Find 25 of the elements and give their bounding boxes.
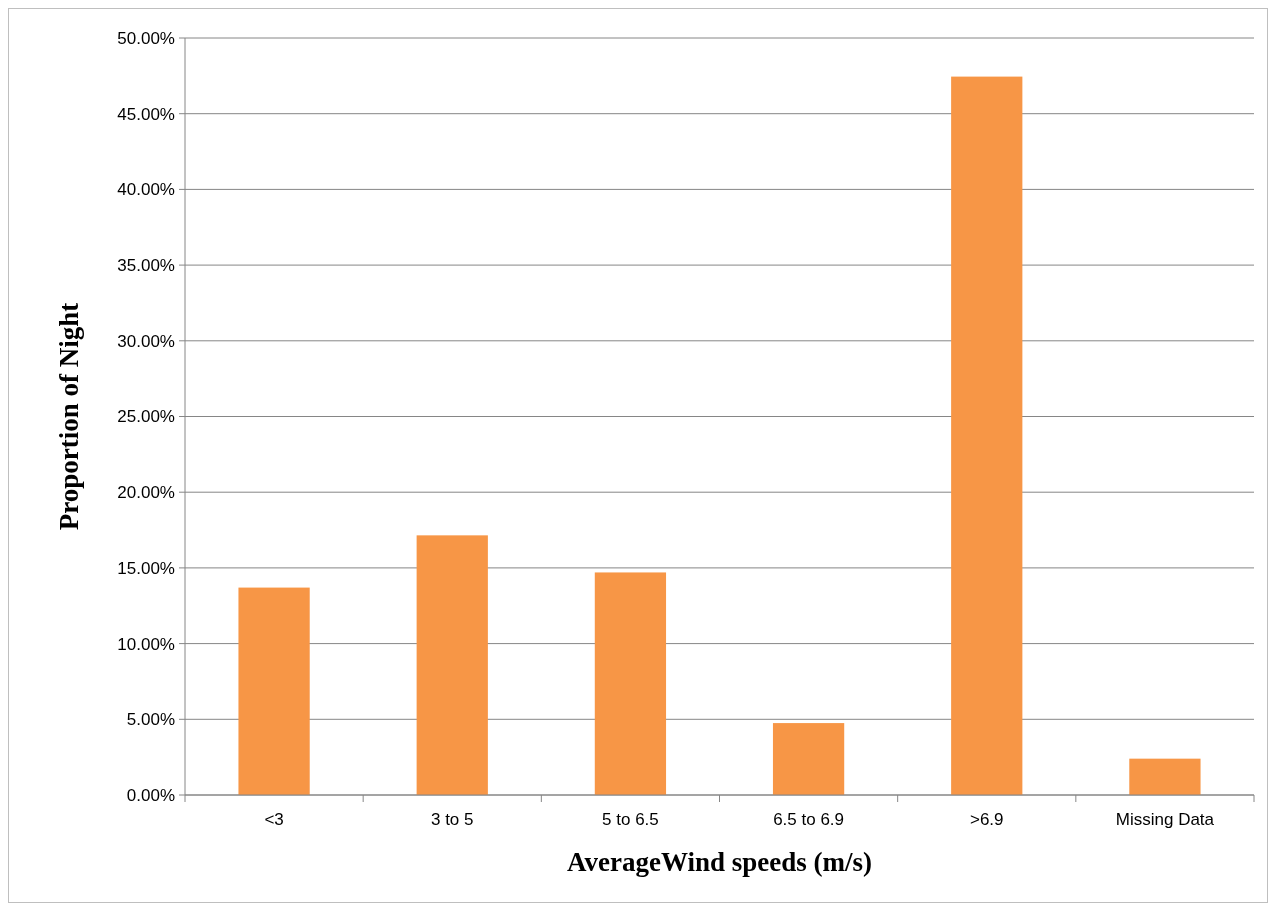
x-tick-label: <3: [264, 810, 284, 829]
y-tick-label: 15.00%: [117, 558, 175, 578]
bar: [772, 723, 845, 795]
bar: [951, 76, 1023, 795]
x-tick-label: 3 to 5: [430, 810, 474, 829]
x-axis-title: AverageWind speeds (m/s): [567, 847, 872, 877]
y-tick-label: 45.00%: [117, 104, 175, 124]
bar: [594, 572, 667, 795]
x-tick-label: Missing Data: [1115, 810, 1215, 829]
y-tick-label: 35.00%: [117, 256, 175, 276]
y-tick-label: 40.00%: [117, 180, 175, 200]
y-tick-label: 30.00%: [117, 331, 175, 351]
y-tick-label: 25.00%: [117, 407, 175, 427]
y-tick-label: 20.00%: [117, 483, 175, 503]
bar: [416, 535, 488, 795]
y-tick-label: 50.00%: [117, 28, 175, 48]
y-tick-label: 0.00%: [126, 785, 175, 805]
bar: [238, 587, 310, 795]
x-tick-label: 6.5 to 6.9: [773, 810, 845, 829]
y-tick-label: 5.00%: [126, 710, 175, 730]
y-tick-label: 10.00%: [117, 634, 175, 654]
y-axis-title: Proportion of Night: [54, 302, 84, 531]
x-tick-label: >6.9: [969, 810, 1004, 829]
bar: [1129, 758, 1201, 795]
x-tick-label: 5 to 6.5: [602, 810, 659, 829]
